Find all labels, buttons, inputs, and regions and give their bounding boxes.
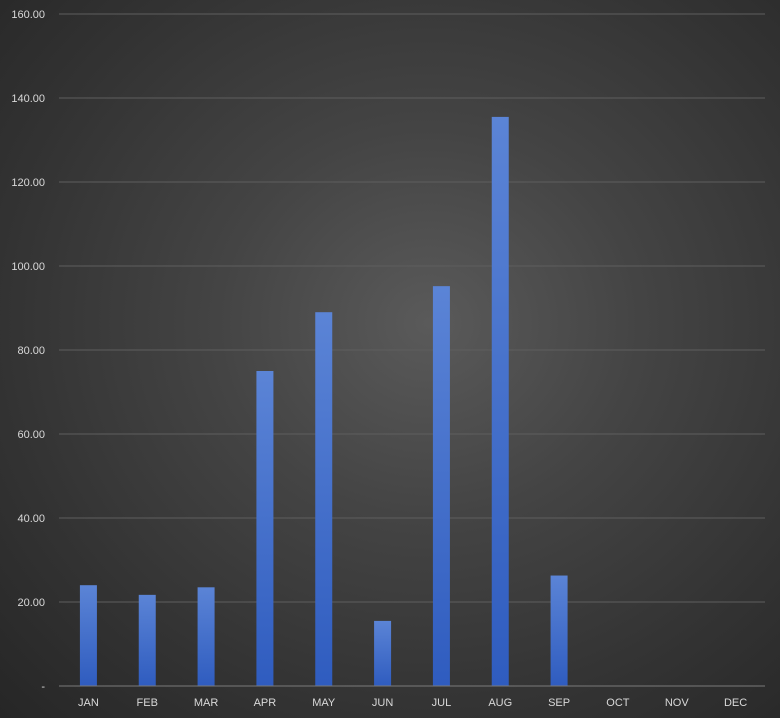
x-tick-label: JUN [372, 697, 393, 709]
bar-may [315, 312, 333, 686]
y-tick-label: - [41, 681, 45, 693]
x-tick-label: JUL [432, 697, 452, 709]
bar-feb [138, 594, 156, 686]
bar-aug [491, 116, 509, 686]
y-tick-label: 140.00 [11, 93, 45, 105]
x-tick-label: DEC [724, 697, 747, 709]
x-tick-label: OCT [606, 697, 630, 709]
y-tick-label: 40.00 [17, 513, 45, 525]
y-axis-ticks: - 20.00 40.00 60.00 80.00 100.00 120.00 140.00 1… [11, 9, 45, 693]
gridlines [59, 13, 765, 603]
y-tick-label: 20.00 [17, 597, 45, 609]
x-tick-label: JAN [78, 697, 99, 709]
y-tick-label: 60.00 [17, 429, 45, 441]
x-tick-label: MAR [194, 697, 219, 709]
x-tick-label: MAY [312, 697, 336, 709]
x-axis-ticks: JAN FEB MAR APR MAY JUN JUL AUG SEP OCT NOV DEC [78, 697, 747, 709]
x-tick-label: APR [254, 697, 277, 709]
y-tick-label: 160.00 [11, 9, 45, 21]
bars [79, 116, 568, 686]
bar-mar [197, 587, 215, 686]
x-tick-label: AUG [488, 697, 512, 709]
bar-jan [79, 585, 97, 686]
y-tick-label: 120.00 [11, 177, 45, 189]
y-tick-label: 80.00 [17, 345, 45, 357]
bar-apr [256, 371, 274, 686]
bar-sep [550, 575, 568, 686]
x-tick-label: FEB [137, 697, 158, 709]
x-tick-label: SEP [548, 697, 570, 709]
x-tick-label: NOV [665, 697, 690, 709]
bar-jul [432, 286, 450, 686]
y-tick-label: 100.00 [11, 261, 45, 273]
bar-jun [374, 620, 392, 686]
